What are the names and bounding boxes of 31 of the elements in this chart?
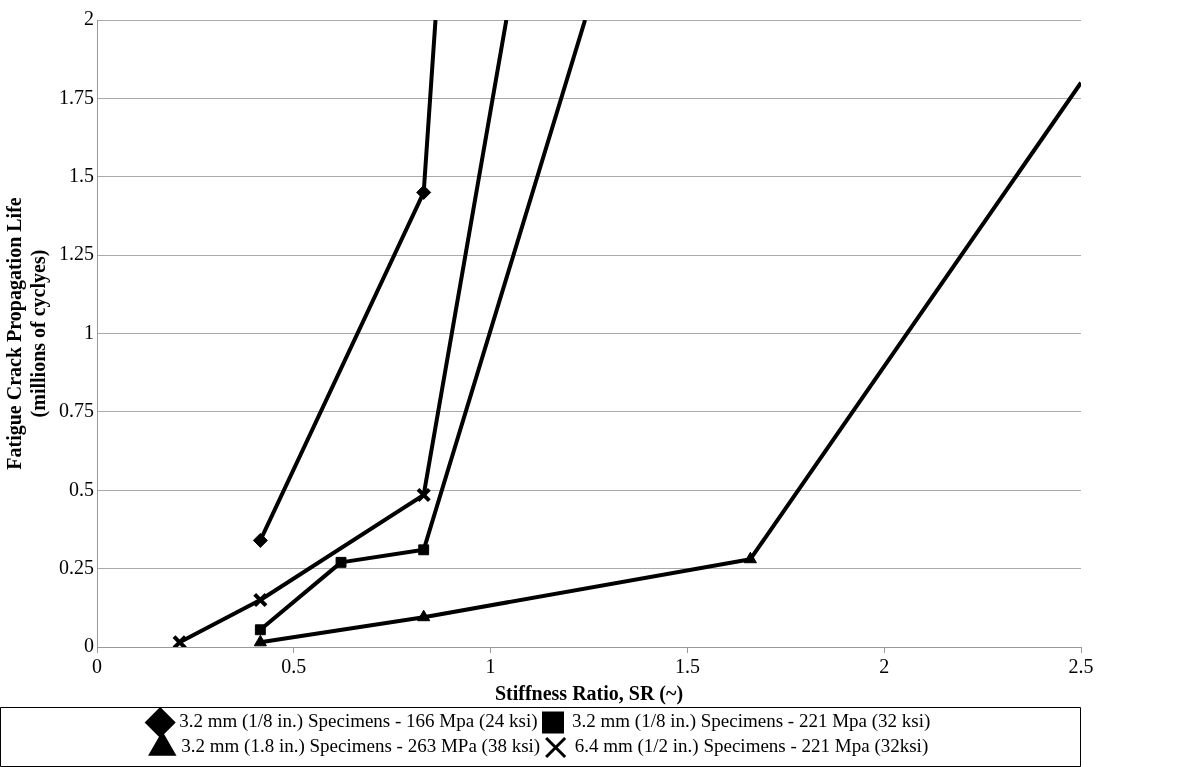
x-tick-label: 2.5 <box>1068 655 1094 678</box>
point <box>416 184 432 200</box>
x-axis-title: Stiffness Ratio, SR (~) <box>494 682 684 706</box>
point <box>252 592 268 608</box>
y-tick-label: 1.25 <box>59 242 94 265</box>
legend-label: 3.2 mm (1.8 in.) Specimens - 263 MPa (38 ksi) <box>181 735 541 758</box>
x-tick-label: 1 <box>485 655 496 678</box>
point <box>254 624 266 636</box>
point <box>172 634 188 647</box>
y-tick-label: 1 <box>84 320 94 343</box>
y-tick-label: 2 <box>84 7 94 30</box>
legend-label: 3.2 mm (1/8 in.) Specimens - 221 Mpa (32 ksi) <box>572 710 931 733</box>
point <box>418 544 430 556</box>
y-tick-label: 0.5 <box>69 477 94 500</box>
point <box>416 487 432 503</box>
point <box>417 609 431 622</box>
x-tick-label: 0.5 <box>281 655 307 678</box>
point <box>252 532 268 548</box>
point <box>253 634 267 647</box>
y-tick-label: 0.75 <box>59 399 94 422</box>
point <box>743 551 757 564</box>
y-tick-label: 1.75 <box>59 85 94 108</box>
y-tick-label: 1.5 <box>69 164 94 186</box>
legend-label: 3.2 mm (1/8 in.) Specimens - 166 Mpa (24 ksi) <box>179 710 538 733</box>
y-tick-label: 0.25 <box>59 555 94 578</box>
legend-label: 6.4 mm (1/2 in.) Specimens - 221 Mpa (32ksi) <box>574 735 929 758</box>
y-tick-label: 0 <box>84 634 94 657</box>
x-tick-label: 1.5 <box>674 655 700 678</box>
x-tick-label: 2 <box>879 655 890 678</box>
point <box>335 556 347 568</box>
y-axis-title: Fatigue Crack Propagation Life (millions of cyclyes) <box>3 197 51 470</box>
